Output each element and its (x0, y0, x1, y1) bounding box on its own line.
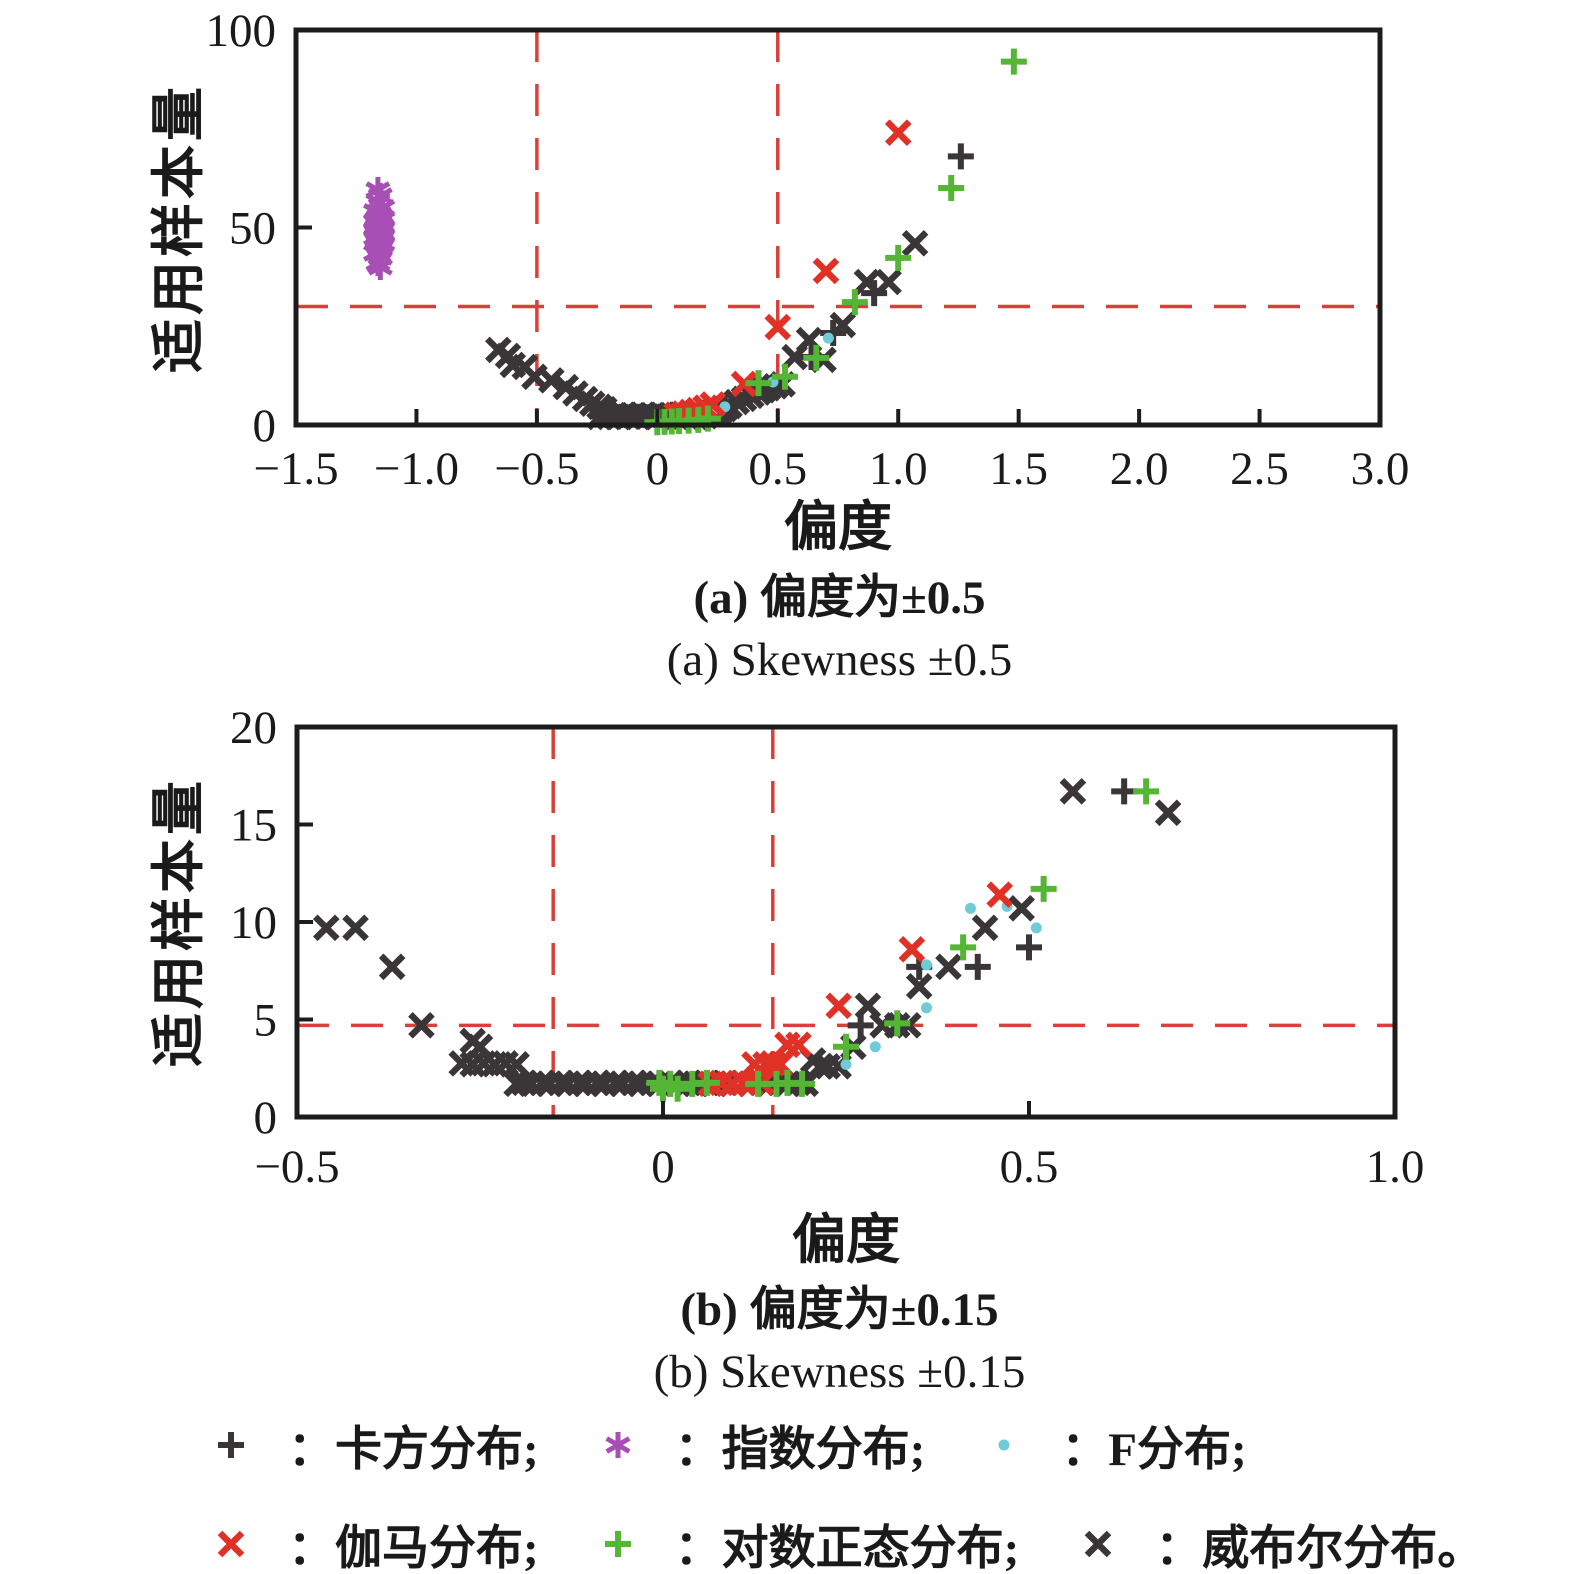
caption-a-cn: (a) 偏度为±0.5 (693, 572, 986, 624)
caption-a-en: (a) Skewness ±0.5 (666, 634, 1013, 686)
caption-b-en: (b) Skewness ±0.15 (653, 1346, 1026, 1398)
svg-text:15: 15 (230, 800, 277, 852)
legend-label: ：指数分布; (674, 1424, 926, 1476)
plus-marker-icon (604, 1530, 631, 1557)
dot-marker-icon (998, 1439, 1010, 1450)
svg-text:100: 100 (206, 5, 277, 57)
svg-text:偏度: 偏度 (784, 497, 892, 557)
cross-marker-icon (217, 1530, 245, 1557)
series-Weibull (312, 778, 1182, 1098)
svg-text:20: 20 (230, 702, 277, 754)
asterisk-marker-icon (605, 1431, 631, 1458)
svg-text:适用样本量: 适用样本量 (149, 777, 209, 1067)
svg-text:50: 50 (229, 203, 276, 255)
series-gamma (697, 881, 1014, 1098)
plot-a: −1.5 −1.0 −0.5 0 0.5 1.0 1.5 2.0 2.5 3.0 0 50 100 偏度 适… (149, 5, 1409, 557)
legend-label: ：卡方分布; (288, 1424, 539, 1476)
legend-item-exponential: ：指数分布; (599, 1410, 926, 1479)
caption-b-cn: (b) 偏度为±0.15 (680, 1284, 999, 1336)
svg-text:0: 0 (253, 400, 277, 452)
legend-row-2: ：伽马分布; ：对数正态分布; ：威布尔分布。 (212, 1509, 1484, 1574)
svg-text:5: 5 (254, 995, 278, 1047)
svg-text:1.0: 1.0 (1366, 1141, 1425, 1193)
plus-marker-icon (218, 1431, 244, 1458)
series-chi-square (847, 778, 1138, 1039)
svg-text:−1.5: −1.5 (253, 443, 338, 495)
svg-text:2.0: 2.0 (1110, 443, 1169, 495)
series-chi-square (656, 143, 974, 429)
legend-item-lognormal: ：对数正态分布; (599, 1509, 1020, 1574)
series-lognormal (644, 48, 1027, 436)
legend-item-gamma: ：伽马分布; (212, 1509, 539, 1574)
svg-text:0: 0 (651, 1141, 675, 1193)
svg-text:2.5: 2.5 (1230, 443, 1289, 495)
svg-text:−1.0: −1.0 (374, 443, 459, 495)
cross-marker-icon (1085, 1530, 1112, 1557)
svg-text:0: 0 (646, 443, 670, 495)
svg-text:1.0: 1.0 (869, 443, 928, 495)
legend-item-chi-square: ：卡方分布; (212, 1410, 539, 1479)
legend-row-1: ：卡方分布; ：指数分布; ：F分布; (212, 1410, 1484, 1479)
svg-text:适用样本量: 适用样本量 (149, 83, 209, 373)
legend-label: ：威布尔分布。 (1155, 1523, 1485, 1574)
scatter-plots-canvas: −1.5 −1.0 −0.5 0 0.5 1.0 1.5 2.0 2.5 3.0050100偏度适… (149, 5, 1424, 1270)
svg-text:0.5: 0.5 (748, 443, 807, 495)
svg-text:1.5: 1.5 (989, 443, 1048, 495)
svg-text:0: 0 (254, 1092, 278, 1144)
series-lognormal (646, 778, 1160, 1102)
legend-label: ：对数正态分布; (674, 1523, 1020, 1574)
svg-text:10: 10 (230, 897, 277, 949)
svg-text:−0.5: −0.5 (254, 1141, 339, 1193)
svg-text:偏度: 偏度 (792, 1210, 900, 1270)
legend-label: ：F分布; (1061, 1424, 1247, 1476)
svg-text:3.0: 3.0 (1351, 443, 1410, 495)
series-F (840, 900, 1042, 1070)
legend-item-f-dist: ：F分布; (985, 1410, 1247, 1479)
svg-text:−0.5: −0.5 (494, 443, 579, 495)
legend-item-weibull: ：威布尔分布。 (1079, 1509, 1484, 1574)
series-exponential (362, 176, 396, 280)
svg-text:0.5: 0.5 (1000, 1141, 1059, 1193)
legend: ：卡方分布; ：指数分布; ：F分布; ：伽马分布; ：对数正态分布; (212, 1410, 1484, 1574)
legend-label: ：伽马分布; (288, 1523, 539, 1574)
